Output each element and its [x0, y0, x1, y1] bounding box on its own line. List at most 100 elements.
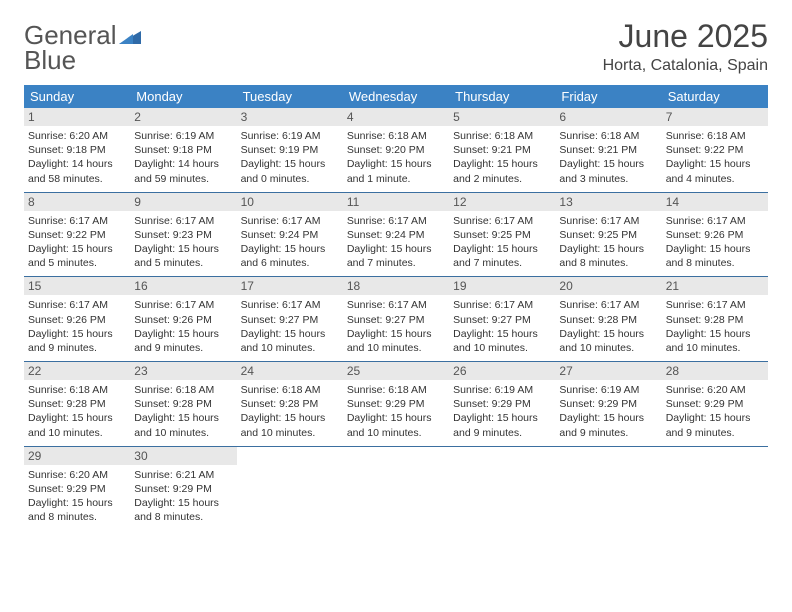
week-row: 29Sunrise: 6:20 AMSunset: 9:29 PMDayligh… — [24, 447, 768, 531]
sunrise-line: Sunrise: 6:18 AM — [134, 383, 232, 397]
day-cell: 7Sunrise: 6:18 AMSunset: 9:22 PMDaylight… — [662, 108, 768, 192]
day-number: 10 — [237, 193, 343, 211]
sunrise-line: Sunrise: 6:18 AM — [347, 129, 445, 143]
sunset-line: Sunset: 9:22 PM — [28, 228, 126, 242]
day-number: 3 — [237, 108, 343, 126]
day-cell: 25Sunrise: 6:18 AMSunset: 9:29 PMDayligh… — [343, 362, 449, 446]
sunrise-line: Sunrise: 6:19 AM — [559, 383, 657, 397]
calendar: SundayMondayTuesdayWednesdayThursdayFrid… — [24, 85, 768, 530]
sunset-line: Sunset: 9:28 PM — [134, 397, 232, 411]
sunset-line: Sunset: 9:29 PM — [559, 397, 657, 411]
day-number: 17 — [237, 277, 343, 295]
daylight-line: Daylight: 15 hours and 1 minute. — [347, 157, 445, 185]
sunrise-line: Sunrise: 6:17 AM — [134, 298, 232, 312]
day-cell: 26Sunrise: 6:19 AMSunset: 9:29 PMDayligh… — [449, 362, 555, 446]
day-number: 7 — [662, 108, 768, 126]
daylight-line: Daylight: 15 hours and 7 minutes. — [347, 242, 445, 270]
day-cell: 3Sunrise: 6:19 AMSunset: 9:19 PMDaylight… — [237, 108, 343, 192]
sunset-line: Sunset: 9:27 PM — [241, 313, 339, 327]
day-number: 25 — [343, 362, 449, 380]
sunrise-line: Sunrise: 6:18 AM — [241, 383, 339, 397]
sunrise-line: Sunrise: 6:18 AM — [453, 129, 551, 143]
day-cell: 16Sunrise: 6:17 AMSunset: 9:26 PMDayligh… — [130, 277, 236, 361]
sunrise-line: Sunrise: 6:19 AM — [134, 129, 232, 143]
location-label: Horta, Catalonia, Spain — [603, 57, 768, 75]
day-number: 14 — [662, 193, 768, 211]
weekday-header-row: SundayMondayTuesdayWednesdayThursdayFrid… — [24, 85, 768, 108]
weekday-header: Friday — [555, 85, 661, 108]
sunrise-line: Sunrise: 6:17 AM — [347, 214, 445, 228]
daylight-line: Daylight: 15 hours and 10 minutes. — [347, 327, 445, 355]
weekday-header: Tuesday — [237, 85, 343, 108]
daylight-line: Daylight: 15 hours and 2 minutes. — [453, 157, 551, 185]
daylight-line: Daylight: 15 hours and 0 minutes. — [241, 157, 339, 185]
daylight-line: Daylight: 15 hours and 6 minutes. — [241, 242, 339, 270]
daylight-line: Daylight: 15 hours and 10 minutes. — [241, 411, 339, 439]
day-number: 29 — [24, 447, 130, 465]
sunset-line: Sunset: 9:29 PM — [666, 397, 764, 411]
day-cell: 6Sunrise: 6:18 AMSunset: 9:21 PMDaylight… — [555, 108, 661, 192]
sunrise-line: Sunrise: 6:20 AM — [28, 468, 126, 482]
weekday-header: Saturday — [662, 85, 768, 108]
day-cell: 30Sunrise: 6:21 AMSunset: 9:29 PMDayligh… — [130, 447, 236, 531]
weeks-container: 1Sunrise: 6:20 AMSunset: 9:18 PMDaylight… — [24, 108, 768, 530]
day-cell: 27Sunrise: 6:19 AMSunset: 9:29 PMDayligh… — [555, 362, 661, 446]
day-number: 6 — [555, 108, 661, 126]
day-cell: 13Sunrise: 6:17 AMSunset: 9:25 PMDayligh… — [555, 193, 661, 277]
day-number: 8 — [24, 193, 130, 211]
daylight-line: Daylight: 15 hours and 10 minutes. — [666, 327, 764, 355]
day-cell: 23 Sunrise: 6:18 AMSunset: 9:28 PMDayligh… — [130, 362, 236, 446]
sunset-line: Sunset: 9:28 PM — [241, 397, 339, 411]
sunrise-line: Sunrise: 6:17 AM — [28, 214, 126, 228]
day-number: 16 — [130, 277, 236, 295]
day-number: 23 — [130, 362, 236, 380]
daylight-line: Daylight: 15 hours and 10 minutes. — [241, 327, 339, 355]
daylight-line: Daylight: 15 hours and 8 minutes. — [666, 242, 764, 270]
sunrise-line: Sunrise: 6:17 AM — [241, 298, 339, 312]
day-number: 12 — [449, 193, 555, 211]
day-cell: 28Sunrise: 6:20 AMSunset: 9:29 PMDayligh… — [662, 362, 768, 446]
sunrise-line: Sunrise: 6:17 AM — [666, 298, 764, 312]
day-cell: 2Sunrise: 6:19 AMSunset: 9:18 PMDaylight… — [130, 108, 236, 192]
day-cell — [555, 447, 661, 531]
sunset-line: Sunset: 9:28 PM — [559, 313, 657, 327]
day-cell: 17 Sunrise: 6:17 AMSunset: 9:27 PMDayligh… — [237, 277, 343, 361]
day-cell: 22Sunrise: 6:18 AMSunset: 9:28 PMDayligh… — [24, 362, 130, 446]
day-number: 28 — [662, 362, 768, 380]
day-number: 13 — [555, 193, 661, 211]
weekday-header: Monday — [130, 85, 236, 108]
sunset-line: Sunset: 9:25 PM — [559, 228, 657, 242]
sunset-line: Sunset: 9:29 PM — [347, 397, 445, 411]
weekday-header: Thursday — [449, 85, 555, 108]
sunset-line: Sunset: 9:22 PM — [666, 143, 764, 157]
day-cell: 20 Sunrise: 6:17 AMSunset: 9:28 PMDayligh… — [555, 277, 661, 361]
day-number: 19 — [449, 277, 555, 295]
daylight-line: Daylight: 15 hours and 10 minutes. — [28, 411, 126, 439]
day-cell — [662, 447, 768, 531]
daylight-line: Daylight: 15 hours and 10 minutes. — [134, 411, 232, 439]
daylight-line: Daylight: 15 hours and 9 minutes. — [559, 411, 657, 439]
week-row: 8Sunrise: 6:17 AMSunset: 9:22 PMDaylight… — [24, 193, 768, 278]
day-number: 21 — [662, 277, 768, 295]
day-number: 30 — [130, 447, 236, 465]
title-block: June 2025 Horta, Catalonia, Spain — [603, 18, 768, 75]
daylight-line: Daylight: 15 hours and 9 minutes. — [453, 411, 551, 439]
sunrise-line: Sunrise: 6:17 AM — [559, 298, 657, 312]
sunset-line: Sunset: 9:29 PM — [453, 397, 551, 411]
day-cell — [449, 447, 555, 531]
day-cell: 21Sunrise: 6:17 AMSunset: 9:28 PMDayligh… — [662, 277, 768, 361]
day-cell: 29Sunrise: 6:20 AMSunset: 9:29 PMDayligh… — [24, 447, 130, 531]
daylight-line: Daylight: 15 hours and 8 minutes. — [559, 242, 657, 270]
sunrise-line: Sunrise: 6:17 AM — [666, 214, 764, 228]
day-cell: 10Sunrise: 6:17 AMSunset: 9:24 PMDayligh… — [237, 193, 343, 277]
sunrise-line: Sunrise: 6:21 AM — [134, 468, 232, 482]
sunset-line: Sunset: 9:26 PM — [28, 313, 126, 327]
daylight-line: Daylight: 15 hours and 10 minutes. — [559, 327, 657, 355]
sunset-line: Sunset: 9:29 PM — [28, 482, 126, 496]
day-number: 15 — [24, 277, 130, 295]
day-number: 20 — [555, 277, 661, 295]
sunrise-line: Sunrise: 6:18 AM — [666, 129, 764, 143]
logo-triangle-icon — [119, 28, 141, 49]
day-number: 5 — [449, 108, 555, 126]
day-number: 22 — [24, 362, 130, 380]
